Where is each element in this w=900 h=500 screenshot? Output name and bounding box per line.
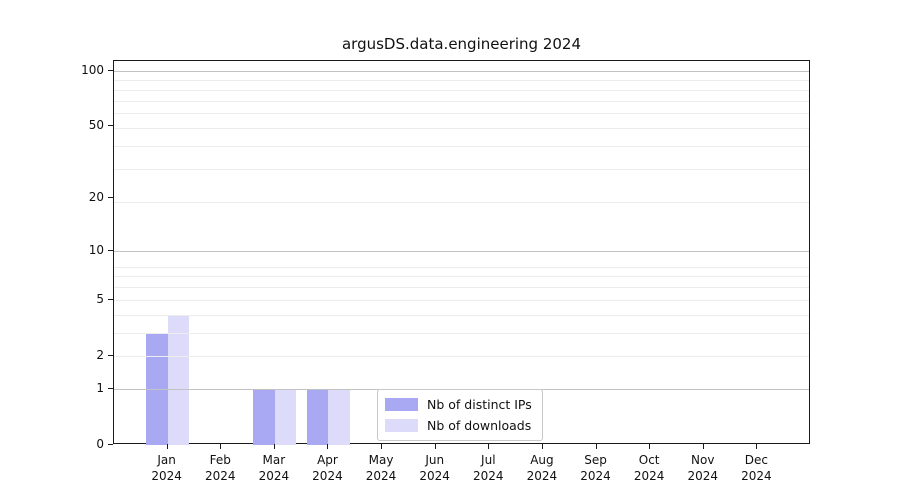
x-tick-mark	[327, 444, 329, 449]
bar-apr-distinct-ips	[306, 388, 329, 445]
legend-label-distinct-ips: Nb of distinct IPs	[427, 397, 532, 412]
x-tick-label-oct: Oct 2024	[633, 453, 665, 483]
gridline-minor	[114, 100, 809, 102]
gridline-minor	[114, 299, 809, 301]
x-tick-mark	[541, 444, 543, 449]
gridline-minor	[114, 146, 809, 148]
x-tick-mark	[702, 444, 704, 449]
bar-jan-downloads	[167, 314, 190, 445]
legend-row-downloads: Nb of downloads	[385, 417, 532, 434]
x-tick-label-jan: Jan 2024	[151, 453, 182, 483]
y-tick-mark	[108, 249, 113, 251]
x-tick-label-mar: Mar 2024	[258, 453, 290, 483]
gridline-minor	[114, 89, 809, 91]
gridline-minor	[114, 202, 809, 204]
y-tick-label: 2	[96, 347, 104, 362]
x-tick-mark	[595, 444, 597, 449]
y-tick-label: 1	[96, 380, 104, 395]
y-tick-mark	[108, 70, 113, 71]
gridline-minor	[114, 169, 809, 171]
plot-area	[113, 60, 810, 445]
gridline-minor	[114, 314, 809, 316]
y-tick-label: 50	[88, 118, 104, 133]
x-tick-label-jun: Jun 2024	[419, 453, 450, 483]
gridline-minor	[114, 266, 809, 268]
x-tick-mark	[488, 444, 490, 449]
x-tick-mark	[434, 444, 436, 449]
x-tick-label-feb: Feb 2024	[204, 453, 236, 483]
legend-row-distinct-ips: Nb of distinct IPs	[385, 396, 532, 413]
x-tick-label-dec: Dec 2024	[741, 453, 772, 483]
gridline-minor	[114, 332, 809, 334]
x-tick-label-apr: Apr 2024	[312, 453, 343, 483]
y-tick-mark	[108, 387, 113, 389]
y-tick-mark	[108, 354, 113, 356]
legend-swatch-downloads	[385, 419, 418, 432]
bar-jan-distinct-ips	[146, 332, 168, 445]
y-tick-mark	[108, 444, 113, 445]
bar-apr-downloads	[328, 388, 350, 445]
y-tick-label: 100	[81, 63, 104, 77]
y-tick-label: 20	[88, 190, 104, 205]
gridline-minor	[114, 287, 809, 289]
bar-mar-downloads	[274, 388, 297, 445]
x-tick-label-may: May 2024	[365, 453, 397, 483]
x-tick-mark	[381, 444, 383, 449]
legend: Nb of distinct IPs Nb of downloads	[377, 389, 543, 441]
x-tick-mark	[649, 444, 651, 449]
gridline-minor	[114, 127, 809, 129]
gridline-minor	[114, 276, 809, 278]
x-tick-mark	[273, 444, 275, 449]
bar-mar-distinct-ips	[253, 388, 275, 445]
gridline-minor	[114, 80, 809, 82]
legend-swatch-distinct-ips	[385, 398, 418, 411]
y-tick-mark	[108, 298, 113, 300]
x-tick-label-jul: Jul 2024	[473, 453, 504, 483]
y-tick-mark	[108, 197, 113, 199]
x-tick-label-aug: Aug 2024	[526, 453, 558, 483]
y-tick-label: 0	[96, 437, 104, 451]
y-tick-mark	[108, 125, 113, 127]
x-tick-label-sep: Sep 2024	[580, 453, 611, 483]
gridline-minor	[114, 355, 809, 357]
gridline-minor	[114, 113, 809, 115]
legend-label-downloads: Nb of downloads	[427, 418, 532, 433]
x-tick-mark	[220, 444, 222, 449]
x-tick-mark	[756, 444, 758, 449]
gridline-major	[114, 71, 809, 72]
x-tick-label-nov: Nov 2024	[687, 453, 719, 483]
gridline-major	[114, 250, 809, 252]
y-tick-label: 10	[88, 242, 104, 257]
y-tick-label: 5	[96, 291, 104, 306]
x-tick-mark	[166, 444, 168, 449]
chart-title: argusDS.data.engineering 2024	[341, 35, 582, 53]
